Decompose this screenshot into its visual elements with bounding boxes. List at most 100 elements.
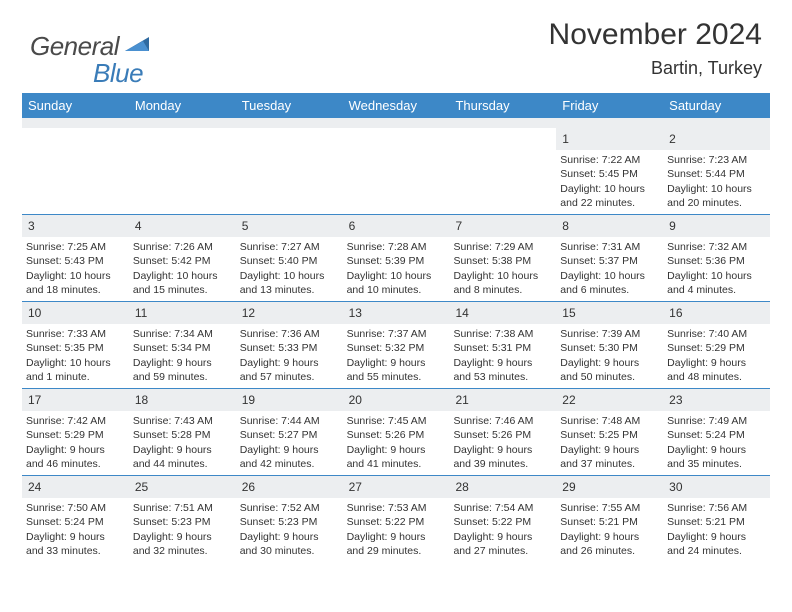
day-sunset: Sunset: 5:26 PM [347, 428, 446, 442]
day-daylight1: Daylight: 9 hours [240, 356, 339, 370]
day-sunrise: Sunrise: 7:29 AM [453, 240, 552, 254]
day-daylight1: Daylight: 9 hours [26, 443, 125, 457]
day-sunset: Sunset: 5:21 PM [560, 515, 659, 529]
day-number: 25 [129, 476, 236, 498]
day-cell: 9Sunrise: 7:32 AMSunset: 5:36 PMDaylight… [663, 215, 770, 301]
day-number: 14 [449, 302, 556, 324]
day-sunrise: Sunrise: 7:52 AM [240, 501, 339, 515]
day-cell: 26Sunrise: 7:52 AMSunset: 5:23 PMDayligh… [236, 476, 343, 562]
day-number: 1 [556, 128, 663, 150]
day-daylight1: Daylight: 10 hours [667, 269, 766, 283]
day-daylight2: and 55 minutes. [347, 370, 446, 384]
day-number: 26 [236, 476, 343, 498]
day-cell [236, 128, 343, 214]
day-number: 4 [129, 215, 236, 237]
day-cell: 27Sunrise: 7:53 AMSunset: 5:22 PMDayligh… [343, 476, 450, 562]
day-daylight2: and 26 minutes. [560, 544, 659, 558]
day-cell: 29Sunrise: 7:55 AMSunset: 5:21 PMDayligh… [556, 476, 663, 562]
day-daylight1: Daylight: 10 hours [26, 356, 125, 370]
day-cell: 17Sunrise: 7:42 AMSunset: 5:29 PMDayligh… [22, 389, 129, 475]
day-sunset: Sunset: 5:28 PM [133, 428, 232, 442]
day-sunrise: Sunrise: 7:43 AM [133, 414, 232, 428]
day-daylight2: and 59 minutes. [133, 370, 232, 384]
day-number: 9 [663, 215, 770, 237]
day-sunrise: Sunrise: 7:45 AM [347, 414, 446, 428]
day-cell: 14Sunrise: 7:38 AMSunset: 5:31 PMDayligh… [449, 302, 556, 388]
day-daylight1: Daylight: 10 hours [560, 182, 659, 196]
day-sunset: Sunset: 5:39 PM [347, 254, 446, 268]
day-daylight2: and 50 minutes. [560, 370, 659, 384]
day-daylight2: and 18 minutes. [26, 283, 125, 297]
day-sunset: Sunset: 5:38 PM [453, 254, 552, 268]
day-cell: 30Sunrise: 7:56 AMSunset: 5:21 PMDayligh… [663, 476, 770, 562]
day-cell: 15Sunrise: 7:39 AMSunset: 5:30 PMDayligh… [556, 302, 663, 388]
day-cell: 19Sunrise: 7:44 AMSunset: 5:27 PMDayligh… [236, 389, 343, 475]
day-number: 3 [22, 215, 129, 237]
weekday-friday: Friday [556, 93, 663, 118]
day-sunrise: Sunrise: 7:44 AM [240, 414, 339, 428]
calendar: Sunday Monday Tuesday Wednesday Thursday… [22, 93, 770, 562]
day-daylight1: Daylight: 9 hours [453, 443, 552, 457]
day-daylight1: Daylight: 10 hours [560, 269, 659, 283]
day-daylight1: Daylight: 9 hours [347, 530, 446, 544]
week-row: 17Sunrise: 7:42 AMSunset: 5:29 PMDayligh… [22, 389, 770, 476]
day-cell: 6Sunrise: 7:28 AMSunset: 5:39 PMDaylight… [343, 215, 450, 301]
day-number: 12 [236, 302, 343, 324]
day-sunset: Sunset: 5:27 PM [240, 428, 339, 442]
day-sunset: Sunset: 5:31 PM [453, 341, 552, 355]
day-cell: 3Sunrise: 7:25 AMSunset: 5:43 PMDaylight… [22, 215, 129, 301]
logo: General Blue [30, 18, 143, 75]
day-daylight2: and 8 minutes. [453, 283, 552, 297]
day-sunrise: Sunrise: 7:31 AM [560, 240, 659, 254]
day-sunrise: Sunrise: 7:34 AM [133, 327, 232, 341]
day-sunset: Sunset: 5:45 PM [560, 167, 659, 181]
day-number: 17 [22, 389, 129, 411]
day-number: 2 [663, 128, 770, 150]
day-sunrise: Sunrise: 7:38 AM [453, 327, 552, 341]
day-cell: 18 Sunrise: 7:43 AMSunset: 5:28 PMDayligh… [129, 389, 236, 475]
day-number: 13 [343, 302, 450, 324]
day-sunrise: Sunrise: 7:49 AM [667, 414, 766, 428]
day-cell: 20Sunrise: 7:45 AMSunset: 5:26 PMDayligh… [343, 389, 450, 475]
day-sunrise: Sunrise: 7:26 AM [133, 240, 232, 254]
day-number: 16 [663, 302, 770, 324]
day-cell: 25Sunrise: 7:51 AMSunset: 5:23 PMDayligh… [129, 476, 236, 562]
day-daylight2: and 57 minutes. [240, 370, 339, 384]
day-daylight1: Daylight: 9 hours [347, 443, 446, 457]
day-daylight1: Daylight: 9 hours [560, 530, 659, 544]
day-number: 8 [556, 215, 663, 237]
day-daylight1: Daylight: 9 hours [347, 356, 446, 370]
day-daylight1: Daylight: 9 hours [26, 530, 125, 544]
day-cell [343, 128, 450, 214]
weekday-thursday: Thursday [449, 93, 556, 118]
day-daylight1: Daylight: 9 hours [133, 356, 232, 370]
day-daylight1: Daylight: 10 hours [667, 182, 766, 196]
day-daylight2: and 13 minutes. [240, 283, 339, 297]
day-daylight2: and 41 minutes. [347, 457, 446, 471]
day-daylight1: Daylight: 10 hours [26, 269, 125, 283]
day-daylight2: and 53 minutes. [453, 370, 552, 384]
day-cell: 4Sunrise: 7:26 AMSunset: 5:42 PMDaylight… [129, 215, 236, 301]
day-daylight1: Daylight: 10 hours [347, 269, 446, 283]
day-sunset: Sunset: 5:40 PM [240, 254, 339, 268]
day-sunrise: Sunrise: 7:42 AM [26, 414, 125, 428]
day-daylight1: Daylight: 9 hours [560, 356, 659, 370]
spacer-row [22, 118, 770, 128]
day-number: 10 [22, 302, 129, 324]
day-sunset: Sunset: 5:29 PM [667, 341, 766, 355]
day-number: 18 [129, 389, 236, 411]
day-number: 29 [556, 476, 663, 498]
day-sunrise: Sunrise: 7:54 AM [453, 501, 552, 515]
day-sunset: Sunset: 5:22 PM [453, 515, 552, 529]
day-sunset: Sunset: 5:24 PM [26, 515, 125, 529]
day-sunrise: Sunrise: 7:36 AM [240, 327, 339, 341]
day-cell: 8Sunrise: 7:31 AMSunset: 5:37 PMDaylight… [556, 215, 663, 301]
weekday-sunday: Sunday [22, 93, 129, 118]
day-sunset: Sunset: 5:21 PM [667, 515, 766, 529]
day-sunset: Sunset: 5:35 PM [26, 341, 125, 355]
day-daylight2: and 33 minutes. [26, 544, 125, 558]
day-sunset: Sunset: 5:32 PM [347, 341, 446, 355]
day-sunset: Sunset: 5:34 PM [133, 341, 232, 355]
day-daylight1: Daylight: 9 hours [453, 530, 552, 544]
day-daylight1: Daylight: 9 hours [133, 443, 232, 457]
